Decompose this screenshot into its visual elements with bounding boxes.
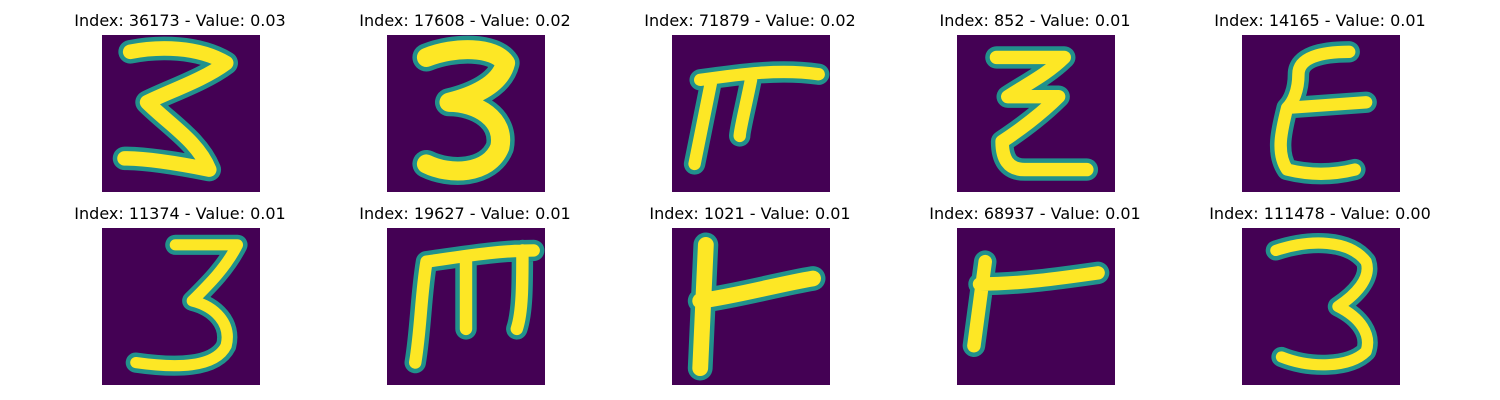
panel-1: Index: 36173 - Value: 0.03	[30, 0, 330, 195]
panel-title: Index: 111478 - Value: 0.00	[1209, 204, 1431, 223]
panel-title: Index: 1021 - Value: 0.01	[649, 204, 851, 223]
panel-title: Index: 11374 - Value: 0.01	[74, 204, 286, 223]
panel-title: Index: 68937 - Value: 0.01	[929, 204, 1141, 223]
panel-title: Index: 14165 - Value: 0.01	[1214, 11, 1426, 30]
panel-10: Index: 111478 - Value: 0.00	[1170, 193, 1470, 388]
digit-image	[672, 35, 830, 192]
digit-image	[387, 35, 545, 192]
panel-6: Index: 11374 - Value: 0.01	[30, 193, 330, 388]
panel-title: Index: 36173 - Value: 0.03	[74, 11, 286, 30]
digit-image	[957, 35, 1115, 192]
panel-4: Index: 852 - Value: 0.01	[885, 0, 1185, 195]
digit-image	[1242, 35, 1400, 192]
panel-7: Index: 19627 - Value: 0.01	[315, 193, 615, 388]
panel-title: Index: 17608 - Value: 0.02	[359, 11, 571, 30]
panel-3: Index: 71879 - Value: 0.02	[600, 0, 900, 195]
panel-2: Index: 17608 - Value: 0.02	[315, 0, 615, 195]
panel-5: Index: 14165 - Value: 0.01	[1170, 0, 1470, 195]
digit-image	[1242, 228, 1400, 385]
digit-image	[102, 228, 260, 385]
panel-title: Index: 71879 - Value: 0.02	[644, 11, 856, 30]
digit-image	[387, 228, 545, 385]
digit-image	[102, 35, 260, 192]
panel-title: Index: 19627 - Value: 0.01	[359, 204, 571, 223]
panel-8: Index: 1021 - Value: 0.01	[600, 193, 900, 388]
digit-image	[672, 228, 830, 385]
panel-title: Index: 852 - Value: 0.01	[939, 11, 1131, 30]
digit-image	[957, 228, 1115, 385]
panel-9: Index: 68937 - Value: 0.01	[885, 193, 1185, 388]
